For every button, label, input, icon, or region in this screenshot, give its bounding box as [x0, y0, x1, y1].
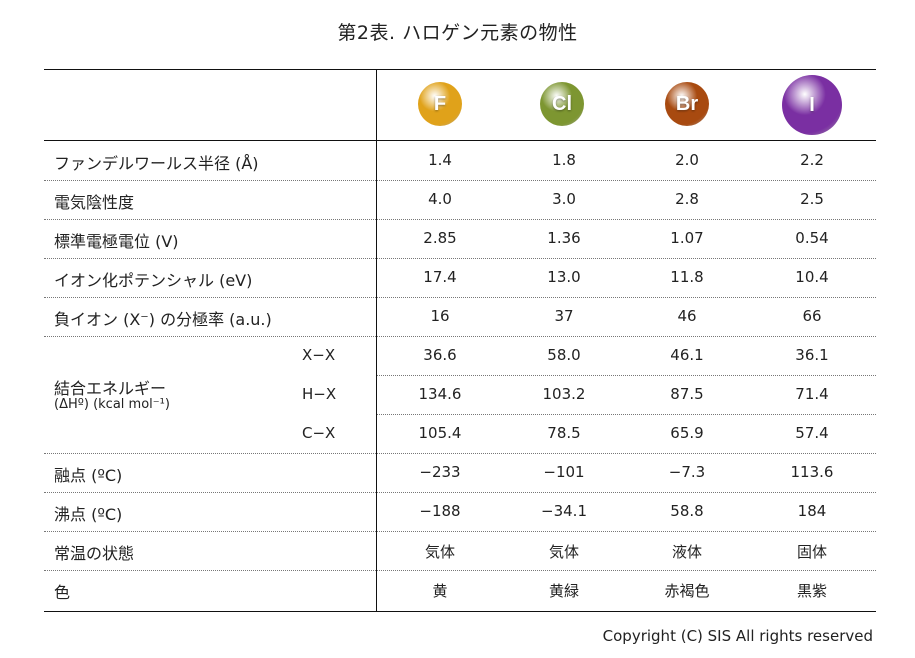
- element-symbol: I: [809, 93, 815, 116]
- bond-energy-label: 結合エネルギー: [54, 378, 167, 398]
- table-cell: 13.0: [547, 268, 581, 286]
- table-cell: 87.5: [670, 385, 704, 403]
- element-ball-cl: Cl: [540, 82, 584, 126]
- row-label: 常温の状態: [54, 544, 135, 563]
- table-cell: −233: [419, 463, 461, 481]
- subrow-separator: [376, 375, 876, 376]
- element-symbol: Cl: [552, 92, 572, 115]
- table-row: イオン化ポテンシャル (eV) 17.4 13.0 11.8 10.4: [44, 258, 876, 298]
- element-symbol: Br: [675, 92, 699, 115]
- element-ball-f: F: [418, 82, 462, 126]
- table-cell: 36.6: [423, 346, 457, 364]
- table-cell: 2.8: [675, 190, 699, 208]
- table-cell: 黄緑: [548, 582, 579, 600]
- row-label: 沸点 (ºC): [54, 505, 123, 524]
- halogen-properties-table: F Cl Br I ファンデルワールス半径 (Å) 1.4 1.8 2.0 2.2 電気陰…: [44, 69, 876, 612]
- element-ball-br: Br: [665, 82, 709, 126]
- table-cell: 57.4: [795, 424, 829, 442]
- table-row: 負イオン (X⁻) の分極率 (a.u.) 16 37 46 66: [44, 297, 876, 337]
- table-row: 色 黄 黄緑 赤褐色 黒紫: [44, 570, 876, 609]
- table-cell: 78.5: [547, 424, 581, 442]
- table-cell: 16: [430, 307, 450, 325]
- table-cell: 固体: [796, 543, 827, 561]
- table-cell: 1.4: [428, 151, 452, 169]
- row-label: 負イオン (X⁻) の分極率 (a.u.): [54, 310, 272, 329]
- table-cell: 1.36: [547, 229, 581, 247]
- table-cell: 103.2: [542, 385, 586, 403]
- table-cell: 71.4: [795, 385, 829, 403]
- table-row: 融点 (ºC) −233 −101 −7.3 113.6: [44, 453, 876, 493]
- table-cell: 65.9: [670, 424, 704, 442]
- table-cell: 105.4: [418, 424, 462, 442]
- table-cell: 0.54: [795, 229, 829, 247]
- table-cell: 17.4: [423, 268, 457, 286]
- table-row: 沸点 (ºC) −188 −34.1 58.8 184: [44, 492, 876, 532]
- table-cell: 11.8: [670, 268, 704, 286]
- table-cell: 37: [554, 307, 574, 325]
- bond-energy-block: 結合エネルギー (ΔHº) (kcal mol⁻¹) X−X 36.6 58.0 46.1…: [44, 336, 876, 454]
- row-label: 標準電極電位 (V): [54, 232, 179, 251]
- table-cell: −34.1: [541, 502, 587, 520]
- table-cell: 113.6: [790, 463, 834, 481]
- table-cell: 1.8: [552, 151, 576, 169]
- element-ball-i: I: [782, 75, 842, 135]
- bond-type-label: H−X: [302, 385, 337, 403]
- table-cell: 46.1: [670, 346, 704, 364]
- table-cell: 1.07: [670, 229, 704, 247]
- table-row: 標準電極電位 (V) 2.85 1.36 1.07 0.54: [44, 219, 876, 259]
- table-cell: 36.1: [795, 346, 829, 364]
- table-cell: 液体: [671, 543, 702, 561]
- table-cell: −7.3: [668, 463, 706, 481]
- table-row: 常温の状態 気体 気体 液体 固体: [44, 531, 876, 571]
- table-header-row: F Cl Br I: [44, 70, 876, 141]
- table-row: ファンデルワールス半径 (Å) 1.4 1.8 2.0 2.2: [44, 141, 876, 181]
- table-cell: 58.8: [670, 502, 704, 520]
- table-cell: 2.85: [423, 229, 457, 247]
- table-cell: 気体: [548, 543, 579, 561]
- row-label: イオン化ポテンシャル (eV): [54, 271, 253, 290]
- table-cell: −188: [419, 502, 461, 520]
- subrow-separator: [376, 414, 876, 415]
- bond-type-label: C−X: [302, 424, 336, 442]
- table-cell: 46: [677, 307, 697, 325]
- table-cell: 10.4: [795, 268, 829, 286]
- table-cell: 2.5: [800, 190, 824, 208]
- bond-type-label: X−X: [302, 346, 336, 364]
- table-cell: 2.2: [800, 151, 824, 169]
- table-cell: 3.0: [552, 190, 576, 208]
- row-label: ファンデルワールス半径 (Å): [54, 154, 259, 173]
- table-cell: −101: [543, 463, 585, 481]
- table-cell: 2.0: [675, 151, 699, 169]
- table-cell: 黄: [432, 582, 448, 600]
- table-cell: 184: [797, 502, 827, 520]
- table-cell: 気体: [424, 543, 455, 561]
- row-label: 電気陰性度: [54, 193, 135, 212]
- table-cell: 66: [802, 307, 822, 325]
- row-label: 色: [54, 583, 71, 602]
- row-label: 融点 (ºC): [54, 466, 123, 485]
- table-cell: 58.0: [547, 346, 581, 364]
- bond-energy-unit: (ΔHº) (kcal mol⁻¹): [54, 396, 170, 412]
- table-cell: 黒紫: [796, 582, 827, 600]
- table-cell: 赤褐色: [664, 582, 710, 600]
- element-symbol: F: [433, 92, 447, 115]
- page-title: 第2表. ハロゲン元素の物性: [337, 22, 578, 44]
- table-cell: 134.6: [418, 385, 462, 403]
- copyright-notice: Copyright (C) SIS All rights reserved: [602, 627, 873, 645]
- column-divider: [376, 70, 377, 611]
- table-cell: 4.0: [428, 190, 452, 208]
- table-row: 電気陰性度 4.0 3.0 2.8 2.5: [44, 180, 876, 220]
